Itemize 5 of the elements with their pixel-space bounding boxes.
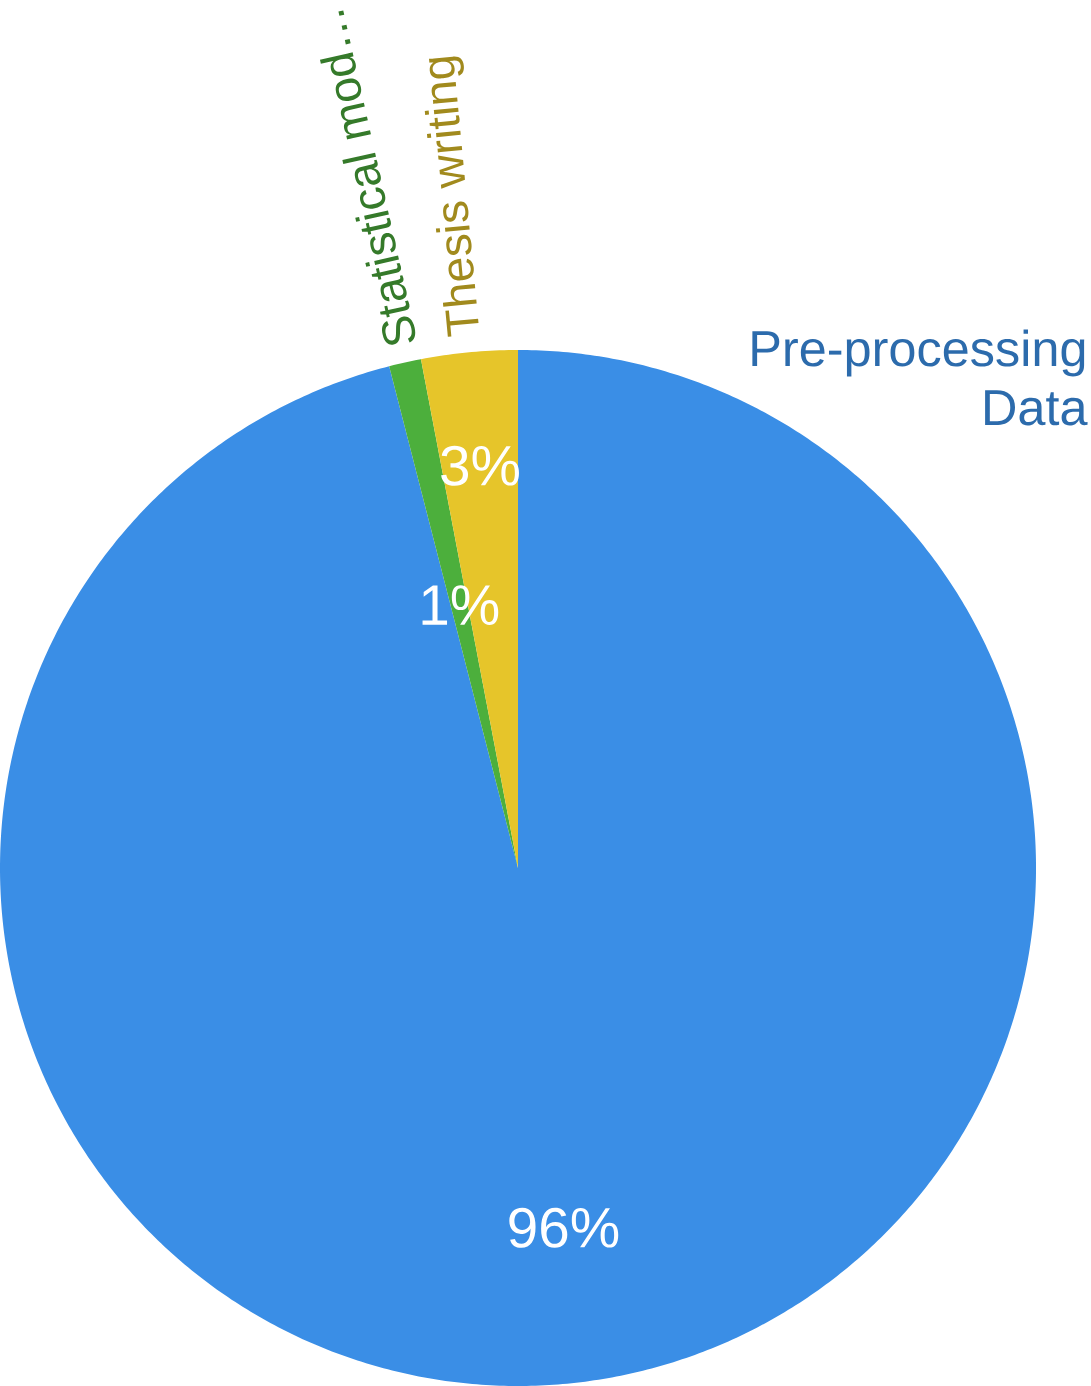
slice-label: Statistical mod… <box>319 10 416 345</box>
slice-label: Pre-processing Data <box>752 329 1088 426</box>
data-label: 1% <box>422 585 499 625</box>
slice-label: Thesis writing <box>424 56 479 337</box>
data-label: 96% <box>509 1207 619 1248</box>
